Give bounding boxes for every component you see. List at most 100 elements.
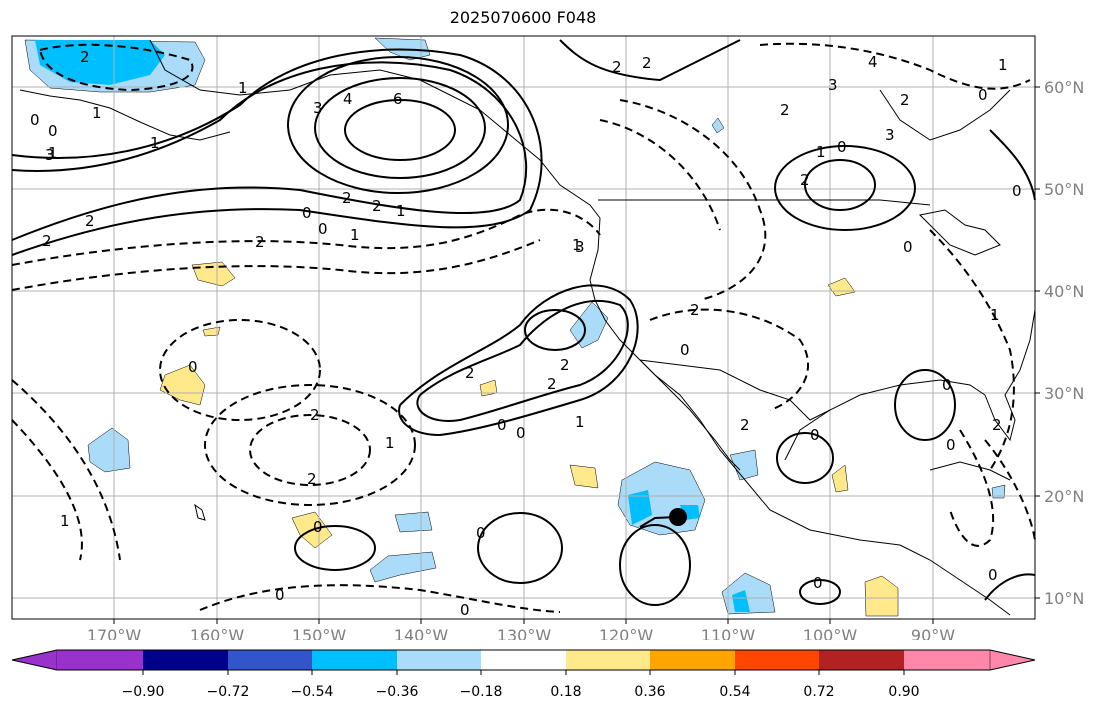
contour-pos-socal-inner [524, 309, 586, 351]
contour-label-layer: 2 1 1 0 1 1 0 3 2 2 0 1 2 3 4 6 2 2 1 0 … [30, 48, 1022, 619]
chart-title: 2025070600 F048 [449, 8, 597, 27]
colorbar-segments [11, 649, 1036, 671]
cbar-seg-1 [57, 650, 143, 670]
neg-shade-socal [569, 301, 609, 349]
contour-label: 2 [612, 58, 622, 76]
cuba [929, 461, 1011, 481]
contour-label: 1 [92, 104, 102, 122]
contour-pos-high-3 [287, 56, 509, 194]
contour-label: 4 [868, 53, 878, 71]
contour-neg-sw [199, 584, 561, 613]
contour-pos-trop1 [477, 512, 563, 584]
contour-pos-socal-tongue2 [398, 284, 639, 437]
gulf-coast [784, 379, 986, 461]
contour-label: 0 [1012, 182, 1022, 200]
neg-shade-small1 [711, 117, 725, 134]
lat-labels: 60°N 50°N 40°N 30°N 20°N 10°N [1044, 78, 1084, 608]
lon-label-150w: 150°W [292, 626, 347, 640]
neg-shade-baja [729, 449, 759, 481]
lon-label-120w: 120°W [599, 626, 654, 640]
cbar-tick-label: −0.72 [207, 684, 250, 700]
contour-label: 0 [903, 238, 913, 256]
contour-label: 0 [313, 518, 323, 536]
lat-label-30n: 30°N [1044, 384, 1084, 403]
pos-shade-gulf [831, 464, 849, 493]
canada-border [598, 199, 931, 206]
contour-label: 3 [885, 126, 895, 144]
contour-pos-socal-tongue [416, 300, 629, 422]
contour-pos-south [799, 579, 841, 605]
contour-label: 3 [45, 146, 55, 164]
cbar-seg-5 [397, 650, 481, 670]
lon-label-90w: 90°W [911, 626, 955, 640]
contour-pos-trop2 [619, 524, 691, 606]
contour-neg-alaska [39, 43, 194, 92]
contour-label: 0 [516, 424, 526, 442]
contour-label: 1 [150, 134, 160, 152]
pos-shade-pac4 [569, 464, 599, 489]
contour-label: 1 [238, 79, 248, 97]
neg-shade-alaska-core [35, 40, 165, 85]
lat-label-60n: 60°N [1044, 78, 1084, 97]
lat-label-40n: 40°N [1044, 282, 1084, 301]
contour-label: 2 [780, 101, 790, 119]
contour-label: 4 [343, 90, 353, 108]
tick-marks [113, 86, 1040, 624]
lat-label-10n: 10°N [1044, 589, 1084, 608]
coastlines [19, 39, 1036, 616]
mexico-west [654, 374, 901, 546]
contour-label: 0 [318, 220, 328, 238]
contour-pos-ridge-1 [11, 48, 543, 256]
contour-label: 2 [372, 197, 382, 215]
map-panel: 2 1 1 0 1 1 0 3 2 2 0 1 2 3 4 6 2 2 1 0 … [11, 35, 1084, 640]
contour-pos-trop3 [294, 525, 376, 571]
contour-neg-canada1 [619, 99, 767, 301]
contour-label: 1 [396, 202, 406, 220]
cbar-seg-8 [650, 650, 735, 670]
contour-label: 0 [188, 358, 198, 376]
cbar-tick-label: 0.90 [888, 684, 919, 700]
contour-label: 3 [575, 238, 585, 256]
contour-label: 1 [998, 56, 1008, 74]
pos-shade-pac2 [202, 326, 221, 337]
contour-neg-west1 [11, 419, 83, 561]
neg-shade-carib [991, 484, 1006, 499]
east-coast [1019, 309, 1036, 371]
lon-label-130w: 130°W [497, 626, 552, 640]
cbar-tick-label: 0.54 [719, 684, 750, 700]
contour-label: 2 [690, 301, 700, 319]
colorbar-ticks [142, 670, 905, 675]
contour-label: 2 [800, 171, 810, 189]
contour-neg-carib [984, 439, 1036, 541]
cbar-tick-label: −0.54 [291, 684, 334, 700]
contour-label: 0 [476, 524, 486, 542]
hawaii-islands [194, 503, 206, 521]
contour-label: 1 [48, 144, 58, 162]
cbar-seg-9 [735, 650, 819, 670]
contour-label: 2 [465, 364, 475, 382]
pos-shade-pac3 [159, 364, 206, 406]
contours-neg [11, 42, 1036, 613]
lat-label-50n: 50°N [1044, 180, 1084, 199]
contour-label: 2 [560, 356, 570, 374]
contour-label: 2 [642, 54, 652, 72]
neg-shade-pac7 [369, 551, 437, 583]
contour-label: 2 [342, 189, 352, 207]
contour-neg-east1 [929, 229, 1015, 471]
central-america [899, 544, 1011, 616]
contour-label: 2 [740, 416, 750, 434]
contour-label: 1 [575, 413, 585, 431]
contour-label: 2 [547, 375, 557, 393]
contour-label: 0 [988, 566, 998, 584]
cbar-seg-10 [819, 650, 904, 670]
cbar-seg-2 [143, 650, 228, 670]
contour-neg-pac-b [11, 239, 541, 291]
contour-label: 1 [990, 306, 1000, 324]
pos-shade-south [864, 575, 899, 617]
contour-label: 0 [978, 86, 988, 104]
contour-label: 0 [680, 341, 690, 359]
cbar-seg-3 [228, 650, 312, 670]
neg-shade-hawaii [87, 427, 131, 473]
contour-label: 2 [992, 416, 1002, 434]
aleutians [19, 89, 231, 141]
